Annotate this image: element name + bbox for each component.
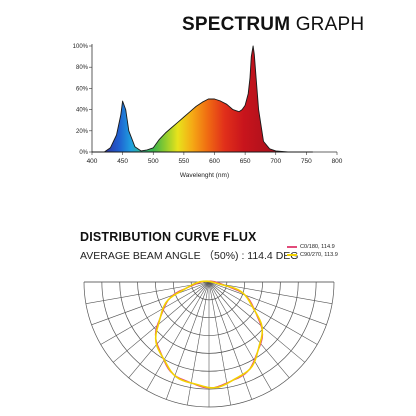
legend-item-c90: C90/270, 113.9 bbox=[287, 251, 338, 259]
polar-spoke bbox=[91, 281, 210, 326]
legend-swatch-c90 bbox=[287, 254, 297, 256]
polar-spoke bbox=[146, 281, 210, 391]
polar-spoke bbox=[208, 281, 318, 345]
polar-spoke bbox=[208, 281, 305, 363]
x-tick-label: 450 bbox=[117, 158, 128, 165]
polar-spoke bbox=[208, 281, 253, 400]
polar-legend: C0/180, 114.9 C90/270, 113.9 bbox=[287, 243, 338, 259]
y-tick-label: 40% bbox=[76, 108, 89, 114]
polar-spoke bbox=[208, 281, 290, 378]
polar-spoke bbox=[187, 281, 210, 406]
legend-item-c0: C0/180, 114.9 bbox=[287, 243, 338, 251]
beam-angle-subtitle: AVERAGE BEAM ANGLE （50%) : 114.4 DEG bbox=[80, 250, 299, 262]
x-tick-label: 600 bbox=[209, 158, 220, 165]
legend-label-c90: C90/270, 113.9 bbox=[300, 252, 338, 258]
legend-swatch-c0 bbox=[287, 246, 297, 248]
polar-spoke bbox=[113, 281, 210, 363]
spectrum-title-light: GRAPH bbox=[295, 14, 365, 35]
y-tick-label: 80% bbox=[76, 65, 89, 71]
x-tick-label: 500 bbox=[148, 158, 159, 165]
y-tick-label: 20% bbox=[76, 129, 89, 135]
polar-spoke bbox=[100, 281, 210, 345]
y-tick-label: 100% bbox=[73, 44, 89, 50]
curve-c90-270 bbox=[154, 280, 264, 389]
x-tick-label: 800 bbox=[332, 158, 343, 165]
polar-spoke bbox=[85, 281, 210, 304]
distribution-title: DISTRIBUTION CURVE FLUX bbox=[80, 230, 257, 244]
x-tick-label: 400 bbox=[87, 158, 98, 165]
legend-label-c0: C0/180, 114.9 bbox=[300, 244, 335, 250]
x-axis-label: Wavelenght (nm) bbox=[180, 172, 229, 179]
polar-chart bbox=[83, 280, 335, 408]
x-tick-label: 700 bbox=[270, 158, 281, 165]
spectrum-area bbox=[91, 45, 313, 153]
polar-spoke bbox=[208, 281, 272, 391]
x-tick-label: 650 bbox=[240, 158, 251, 165]
spectrum-chart: 0% 20% 40% 60% 80% 100% 400 450 500 550 600 650 700 7… bbox=[73, 44, 343, 179]
spectrum-section: SPECTRUM GRAPH 0% 20% 40% 60% bbox=[0, 0, 416, 200]
polar-spoke bbox=[208, 281, 327, 326]
polar-spoke bbox=[208, 281, 231, 406]
spectrum-title: SPECTRUM GRAPH bbox=[182, 14, 364, 36]
polar-spoke bbox=[128, 281, 210, 378]
polar-spoke bbox=[165, 281, 210, 400]
y-tick-label: 60% bbox=[76, 86, 89, 92]
y-tick-label: 0% bbox=[79, 150, 88, 156]
x-tick-label: 550 bbox=[178, 158, 189, 165]
polar-spoke bbox=[208, 281, 333, 304]
x-tick-label: 750 bbox=[301, 158, 312, 165]
spectrum-title-bold: SPECTRUM bbox=[182, 14, 291, 35]
distribution-section: DISTRIBUTION CURVE FLUX AVERAGE BEAM ANG… bbox=[0, 200, 416, 416]
